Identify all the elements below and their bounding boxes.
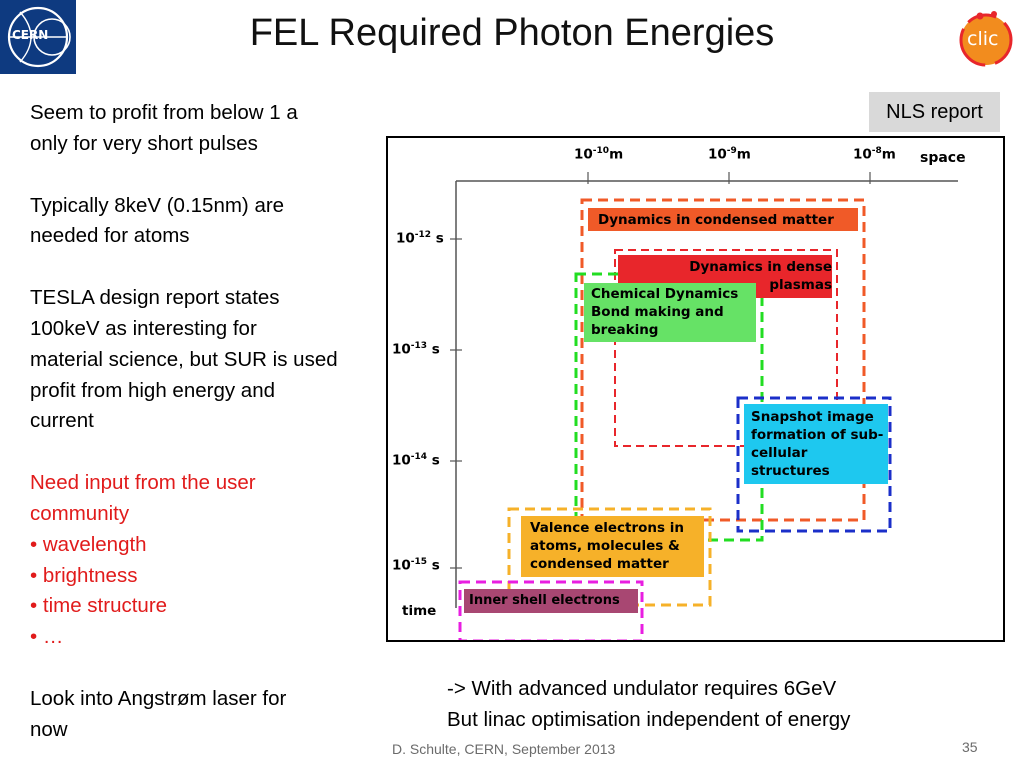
cern-logo: CERN <box>0 0 76 74</box>
space-axis-label: space <box>920 150 966 166</box>
time-tick-label: 10-13 s <box>392 341 440 358</box>
region-plasma-label: Dynamics in dense plasmas <box>689 259 832 293</box>
text-line: now <box>30 717 68 741</box>
region-valence-label: Valence electrons in atoms, molecules & … <box>530 520 684 572</box>
region-condensed-label: Dynamics in condensed matter <box>598 212 834 228</box>
space-tick-label: 10-9m <box>708 146 751 163</box>
text-line: TESLA design report states <box>30 286 280 310</box>
text-line: community <box>30 501 130 525</box>
bottom-note: -> With advanced undulator requires 6GeV… <box>447 674 850 735</box>
time-tick-label: 10-14 s <box>392 452 440 469</box>
text-line: Typically 8keV (0.15nm) are <box>30 193 285 217</box>
clic-logo-text: clic <box>967 28 999 50</box>
space-tick-label: 10-8m <box>853 146 896 163</box>
region-snapshot-fill <box>744 404 888 484</box>
bullet-item: • brightness <box>30 563 138 587</box>
text-line: profit from high energy and <box>30 378 275 402</box>
cern-logo-text: CERN <box>12 28 49 42</box>
region-valence-fill <box>521 516 704 577</box>
region-condensed-fill <box>588 208 858 231</box>
region-snapshot-label: Snapshot image formation of sub-cellular… <box>751 409 884 479</box>
figure-graphics <box>450 172 958 640</box>
region-plasma-outline <box>614 249 838 447</box>
region-chemical-fill <box>584 283 756 342</box>
bottom-note-line: But linac optimisation independent of en… <box>447 707 851 731</box>
region-chemical-label: Chemical Dynamics Bond making and breaki… <box>591 286 739 338</box>
text-line: material science, but SUR is used <box>30 347 338 371</box>
bullet-item: • … <box>30 625 64 649</box>
bullet-item: • time structure <box>30 594 168 618</box>
text-line: needed for atoms <box>30 224 190 248</box>
nls-report-label: NLS report <box>869 92 1000 132</box>
photon-energy-figure: 10-10m 10-9m 10-8m space 10-12 s 10-13 s… <box>386 136 1005 642</box>
footer-text: D. Schulte, CERN, September 2013 <box>392 741 616 757</box>
slide-title: FEL Required Photon Energies <box>249 12 775 54</box>
time-axis-label: time <box>402 603 437 619</box>
text-line: 100keV as interesting for <box>30 316 257 340</box>
region-innershell-fill <box>464 589 638 613</box>
bottom-note-line: -> With advanced undulator requires 6GeV <box>447 677 837 700</box>
clic-logo: clic <box>956 8 1016 68</box>
left-text-body: Seem to profit from below 1 a only for v… <box>30 98 380 746</box>
page-number: 35 <box>962 739 978 755</box>
bullet-item: • wavelength <box>30 532 147 556</box>
region-valence-outline <box>507 507 712 607</box>
region-condensed-outline <box>580 198 866 522</box>
time-tick-label: 10-15 s <box>392 557 440 574</box>
text-line: only for very short pulses <box>30 131 258 155</box>
region-innershell-label: Inner shell electrons <box>469 593 620 608</box>
region-snapshot-outline <box>736 396 892 533</box>
text-line: Look into Angstrøm laser for <box>30 686 287 710</box>
space-tick-label: 10-10m <box>574 146 624 163</box>
region-innershell-outline <box>458 580 644 640</box>
time-tick-label: 10-12 s <box>396 230 444 247</box>
text-line: Seem to profit from below 1 a <box>30 101 298 124</box>
text-line: current <box>30 409 94 433</box>
text-line: Need input from the user <box>30 471 256 495</box>
